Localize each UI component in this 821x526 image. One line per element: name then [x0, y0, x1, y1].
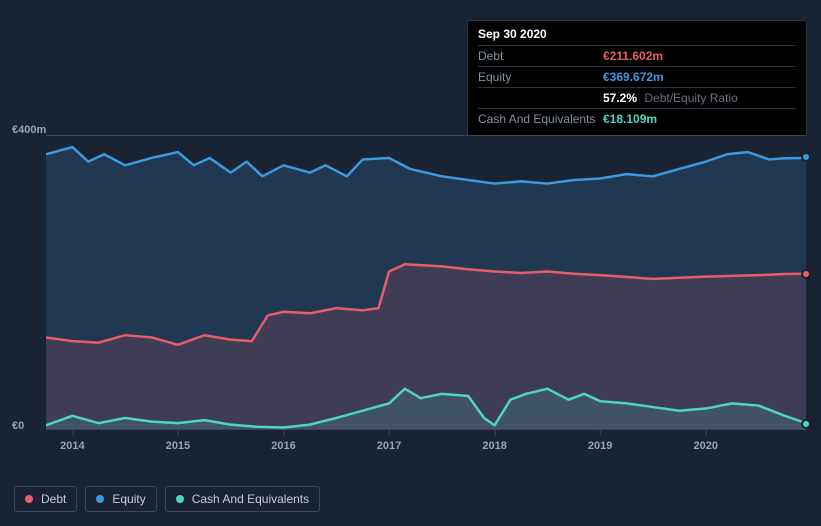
series-end-marker [801, 419, 811, 429]
x-tick-label: 2014 [60, 440, 84, 452]
x-tick-label: 2018 [482, 440, 506, 452]
x-tick-label: 2015 [166, 440, 190, 452]
legend-label: Debt [41, 492, 66, 506]
x-tick-label: 2019 [588, 440, 612, 452]
legend-item[interactable]: Equity [85, 486, 156, 512]
tooltip-row: 57.2% Debt/Equity Ratio [478, 87, 796, 108]
y-axis-max-label: €400m [12, 124, 46, 136]
legend-label: Equity [112, 492, 145, 506]
x-tick-label: 2017 [377, 440, 401, 452]
x-axis: 2014 2015 2016 2017 2018 2019 2020 [46, 440, 806, 460]
tooltip-row-value: €369.672m [603, 70, 664, 84]
x-tick-label: 2020 [693, 440, 717, 452]
tooltip-date: Sep 30 2020 [478, 27, 796, 45]
y-axis-min-label: €0 [12, 420, 24, 432]
chart-area: €400m €0 2014 2015 2016 2017 2018 2019 2020 [0, 120, 821, 470]
legend-item[interactable]: Cash And Equivalents [165, 486, 320, 512]
series-end-marker [801, 152, 811, 162]
tooltip-row-value: €211.602m [603, 49, 663, 63]
tooltip-row: Debt€211.602m [478, 45, 796, 66]
legend-label: Cash And Equivalents [192, 492, 309, 506]
chart-tooltip: Sep 30 2020 Debt€211.602mEquity€369.672m… [467, 20, 807, 136]
tooltip-row-label [478, 91, 603, 105]
legend-dot-icon [25, 495, 33, 503]
tooltip-row-label: Debt [478, 49, 603, 63]
chart-legend: Debt Equity Cash And Equivalents [14, 486, 320, 512]
chart-plot[interactable] [46, 135, 806, 430]
x-tick-label: 2016 [271, 440, 295, 452]
legend-item[interactable]: Debt [14, 486, 77, 512]
series-end-marker [801, 269, 811, 279]
tooltip-ratio: 57.2% Debt/Equity Ratio [603, 91, 738, 105]
tooltip-row: Equity€369.672m [478, 66, 796, 87]
tooltip-row-label: Equity [478, 70, 603, 84]
legend-dot-icon [176, 495, 184, 503]
legend-dot-icon [96, 495, 104, 503]
